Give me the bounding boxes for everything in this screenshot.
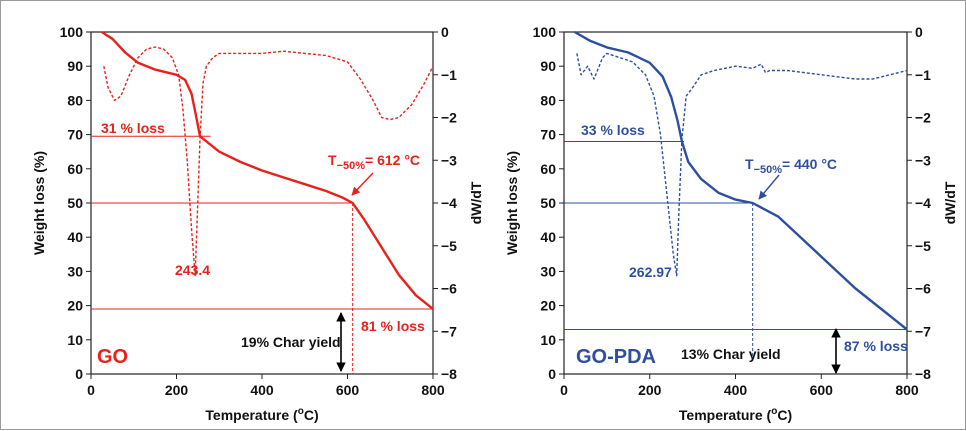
y2-axis-title: dW/dT [468,181,484,224]
t50-label: T−50%= 612 °C [328,152,420,172]
y-axis-title: Weight loss (%) [504,151,520,255]
y2-tick-label: −5 [915,238,931,254]
y2-tick-label: −7 [441,323,457,339]
loss1-label: 33 % loss [581,122,645,138]
x-tick-label: 600 [810,382,834,398]
peak-label: 262.97 [629,264,672,280]
y-tick-label: 80 [67,92,83,108]
y-tick-label: 90 [67,58,83,74]
y-tick-label: 0 [75,366,83,382]
y2-tick-label: −3 [915,152,931,168]
x-tick-label: 0 [560,382,568,398]
t50-prefix: T [745,156,754,172]
y-tick-label: 90 [540,58,556,74]
y-tick-label: 60 [540,161,556,177]
y-axis-title: Weight loss (%) [31,151,47,255]
y-tick-label: 10 [67,332,83,348]
y-tick-label: 20 [67,298,83,314]
t50-subscript: −50% [337,160,366,172]
y-tick-label: 50 [67,195,83,211]
x-tick-label: 0 [87,382,95,398]
x-axis-title-degree: o [771,406,777,417]
y-tick-label: 50 [540,195,556,211]
y-tick-label: 80 [540,92,556,108]
char-yield-label: 13% Char yield [681,346,781,362]
y2-tick-label: −8 [441,366,457,382]
y-tick-label: 30 [540,263,556,279]
y-tick-label: 70 [67,127,83,143]
y2-tick-label: −4 [915,195,931,211]
y2-tick-label: 0 [441,24,449,40]
char-yield-label: 19% Char yield [241,334,341,350]
x-axis-title: Temperature (oC) [205,406,318,423]
x-tick-label: 400 [250,382,274,398]
y2-tick-label: −8 [915,366,931,382]
x-axis-title-unit: C) [777,407,792,423]
y2-tick-label: −6 [441,281,457,297]
t50-subscript: −50% [754,164,783,176]
y-tick-label: 100 [533,24,557,40]
x-tick-label: 200 [638,382,662,398]
y-tick-label: 70 [540,127,556,143]
x-axis-title-degree: o [298,406,304,417]
y-tick-label: 20 [540,298,556,314]
t50-arrow [758,174,780,200]
weight-series-line [101,30,434,310]
panel-label: GO [97,346,128,368]
panel-label: GO-PDA [576,346,656,368]
y2-tick-label: −2 [441,110,457,126]
x-tick-label: 800 [421,382,445,398]
loss1-label: 31 % loss [101,120,165,136]
y2-tick-label: −4 [441,195,457,211]
t50-value: = 612 °C [365,152,420,168]
y-tick-label: 40 [67,229,83,245]
x-tick-label: 600 [336,382,360,398]
derivative-series-line [103,46,434,277]
derivative-series-line [576,52,908,277]
x-tick-label: 400 [724,382,748,398]
peak-label: 243.4 [175,262,210,278]
y2-tick-label: 0 [915,24,923,40]
y2-axis-title: dW/dT [942,181,958,224]
y2-tick-label: −2 [915,110,931,126]
y2-tick-label: −1 [915,67,931,83]
y-tick-label: 100 [60,24,84,40]
weight-series-line [574,30,908,331]
y-tick-label: 10 [540,332,556,348]
loss2-label: 87 % loss [844,338,908,354]
t50-arrow [351,172,374,196]
y-tick-label: 60 [67,161,83,177]
t50-label: T−50%= 440 °C [745,156,837,176]
y-tick-label: 40 [540,229,556,245]
t50-value: = 440 °C [782,156,837,172]
x-axis-title-unit: C) [304,407,319,423]
y-tick-label: 30 [67,263,83,279]
panel-go-pda: 0 10 20 30 40 50 60 70 80 90 100 0 −1 −2 −3 −4 −5 −6 −7 −8 0… [504,24,958,423]
x-tick-label: 800 [895,382,919,398]
x-tick-label: 200 [165,382,189,398]
y2-tick-label: −3 [441,152,457,168]
y2-tick-label: −1 [441,67,457,83]
y2-tick-label: −6 [915,281,931,297]
panel-go: 0 10 20 30 40 50 60 70 80 90 100 0 −1 −2 −3 −4 −5 −6 −7 −8 0… [31,24,484,423]
t50-prefix: T [328,152,337,168]
x-axis-title: Temperature (oC) [679,406,792,423]
y2-tick-label: −7 [915,323,931,339]
y-tick-label: 0 [548,366,556,382]
loss2-label: 81 % loss [361,318,425,334]
y2-tick-label: −5 [441,238,457,254]
